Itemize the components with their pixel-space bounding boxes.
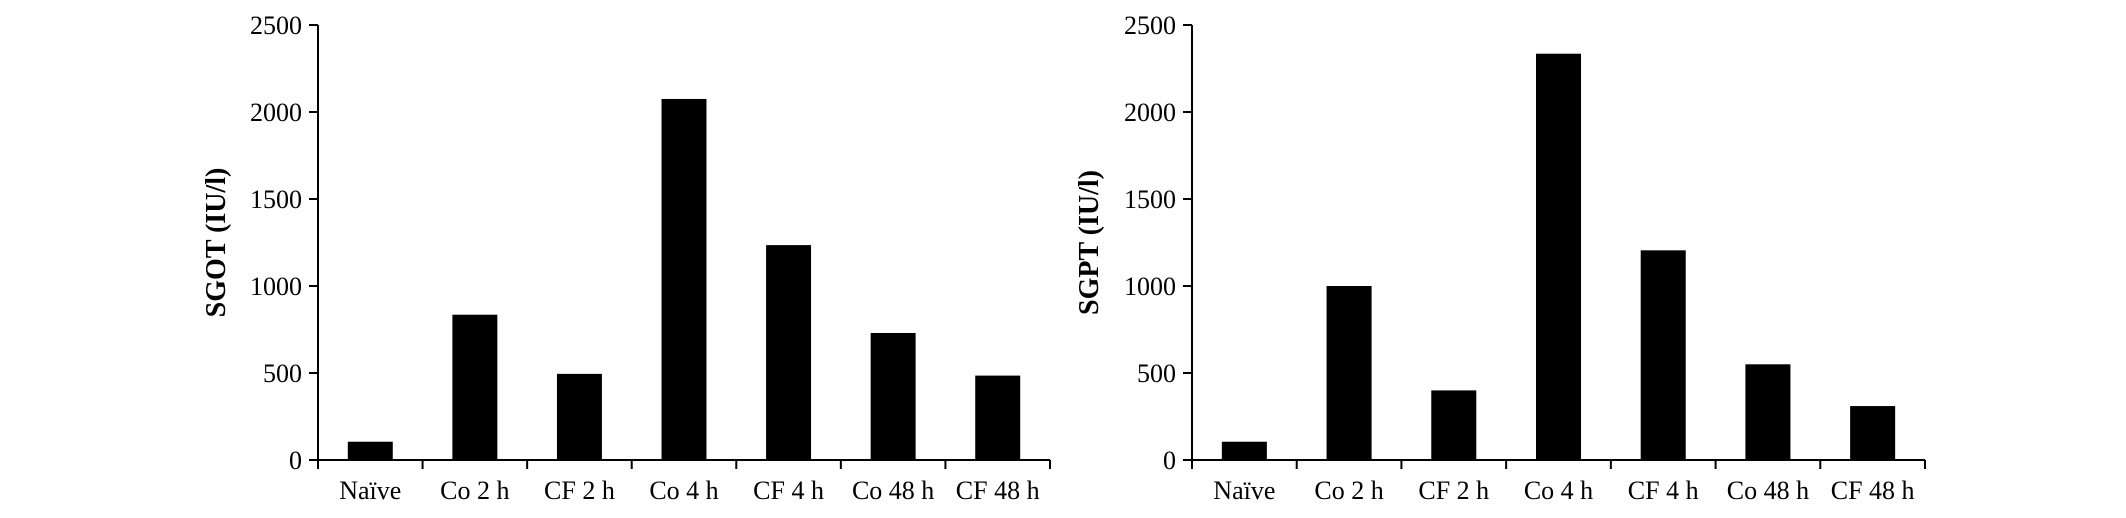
sgpt-bar	[1745, 364, 1791, 460]
sgpt-bar	[1640, 250, 1686, 460]
sgpt-x-tick-label: Naïve	[1213, 476, 1275, 505]
sgot-bar	[870, 332, 916, 460]
sgot-x-tick-label: Co 4 h	[649, 476, 718, 505]
sgot-bar	[766, 245, 812, 460]
sgpt-x-tick-label: Co 4 h	[1524, 476, 1593, 505]
sgot-y-tick-label: 2000	[250, 98, 302, 127]
sgpt-y-tick-label: 1000	[1124, 272, 1176, 301]
sgpt-y-tick-label: 500	[1137, 359, 1176, 388]
sgpt-bar	[1850, 406, 1896, 460]
sgot-y-tick-label: 2500	[250, 11, 302, 40]
sgot-x-tick-label: Co 48 h	[852, 476, 934, 505]
sgot-x-tick-label: CF 48 h	[956, 476, 1040, 505]
sgpt-y-tick-label: 0	[1163, 446, 1176, 475]
sgpt-y-tick-label: 2500	[1124, 11, 1176, 40]
sgpt-y-tick-label: 2000	[1124, 98, 1176, 127]
sgpt-bar	[1431, 390, 1477, 460]
sgpt-x-tick-label: CF 2 h	[1418, 476, 1489, 505]
sgpt-x-tick-label: CF 48 h	[1831, 476, 1915, 505]
sgot-x-tick-label: Co 2 h	[440, 476, 509, 505]
sgot-chart: 0 500 1000 1500 2000 2500 Naïve Co 2 h CF 2 h Co …	[201, 11, 1051, 505]
sgot-y-axis-title: SGOT (IU/l)	[201, 168, 232, 318]
sgot-x-tick-label: CF 4 h	[753, 476, 824, 505]
sgot-bar	[452, 314, 498, 460]
sgpt-bar	[1535, 53, 1582, 461]
sgpt-y-tick-label: 1500	[1124, 185, 1176, 214]
sgot-y-tick-label: 500	[263, 359, 302, 388]
sgot-y-tick-label: 0	[289, 446, 302, 475]
sgpt-x-tick-label: Co 2 h	[1314, 476, 1383, 505]
sgot-x-tick-label: CF 2 h	[544, 476, 615, 505]
sgpt-x-tick-label: CF 4 h	[1628, 476, 1699, 505]
sgot-bar	[347, 441, 393, 460]
sgpt-chart: 0 500 1000 1500 2000 2500 Naïve Co 2 h CF 2 h Co …	[1074, 11, 1926, 505]
sgpt-bar	[1326, 286, 1372, 460]
sgot-bar	[556, 373, 602, 460]
sgpt-bar	[1221, 441, 1267, 460]
sgot-y-tick-label: 1500	[250, 185, 302, 214]
sgpt-x-tick-label: Co 48 h	[1727, 476, 1809, 505]
sgot-bar	[975, 375, 1021, 460]
sgot-x-tick-label: Naïve	[339, 476, 401, 505]
sgpt-y-axis-title: SGPT (IU/l)	[1074, 170, 1105, 315]
sgot-y-tick-label: 1000	[250, 272, 302, 301]
sgot-bar	[661, 98, 707, 460]
